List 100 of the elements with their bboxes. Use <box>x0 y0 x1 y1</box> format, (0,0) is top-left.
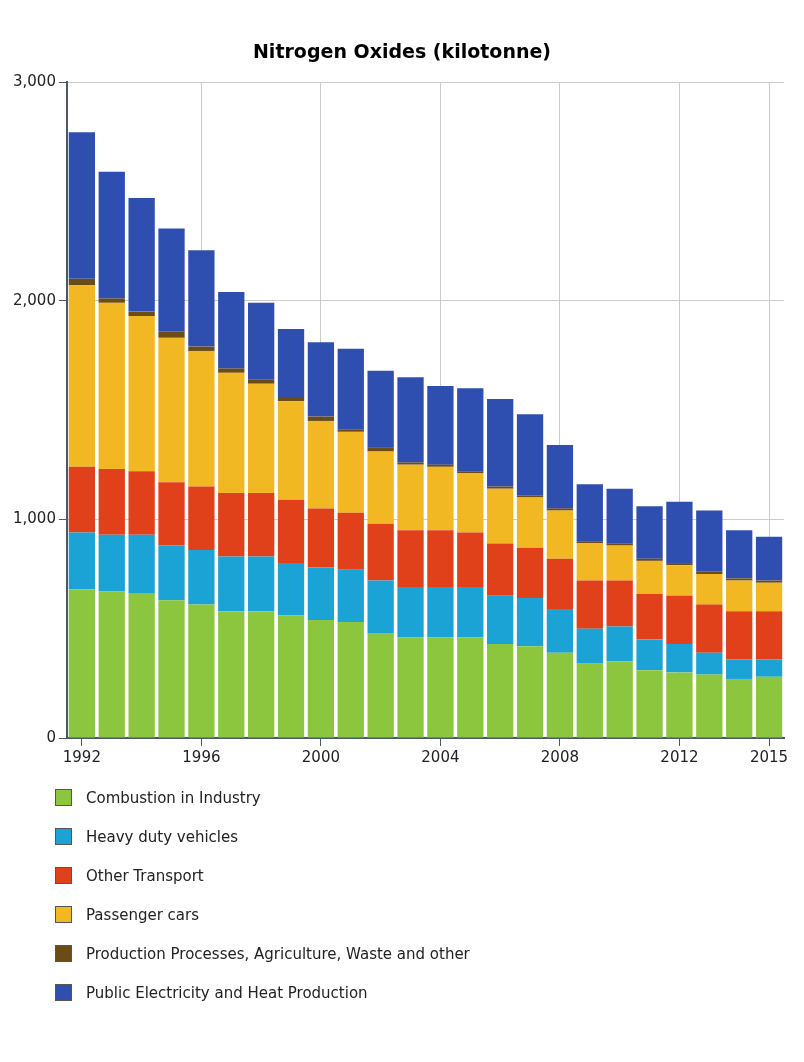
bar <box>397 637 424 738</box>
bar <box>726 530 753 579</box>
bar <box>427 530 454 588</box>
x-tick-label: 2012 <box>660 747 699 766</box>
bar <box>516 646 544 738</box>
bar <box>726 580 753 612</box>
legend-label: Combustion in Industry <box>86 788 261 807</box>
bar <box>68 278 96 286</box>
bar <box>427 637 454 738</box>
bar <box>755 580 783 583</box>
legend-label: Other Transport <box>86 866 204 885</box>
bar <box>576 580 603 629</box>
bar <box>128 197 155 312</box>
bar <box>696 652 723 675</box>
bar <box>337 431 364 513</box>
bar <box>755 659 783 677</box>
legend-label: Passenger cars <box>86 905 200 924</box>
bar <box>666 672 693 738</box>
bar <box>128 315 155 472</box>
bar <box>367 370 394 448</box>
bar <box>576 484 603 542</box>
bar <box>248 556 275 612</box>
bar <box>546 444 574 509</box>
bar <box>576 663 603 738</box>
bar <box>128 471 155 535</box>
bar <box>666 501 693 564</box>
bar <box>218 291 245 369</box>
bar <box>457 473 484 533</box>
bar <box>546 510 574 559</box>
bar <box>98 591 125 738</box>
bar <box>248 302 275 380</box>
x-tick-label: 2015 <box>749 747 789 766</box>
bar <box>427 466 454 531</box>
bar <box>98 302 125 470</box>
bar <box>696 604 723 653</box>
bar <box>277 615 305 738</box>
bar <box>606 543 633 546</box>
bar <box>487 643 514 738</box>
bar <box>367 447 394 452</box>
bar <box>128 593 155 738</box>
bar <box>277 401 305 500</box>
bar <box>188 486 215 550</box>
bar <box>726 659 753 679</box>
bar <box>188 549 215 605</box>
bar <box>188 346 215 351</box>
bar <box>158 545 185 601</box>
bar <box>337 622 364 738</box>
bar <box>487 399 514 487</box>
bar <box>68 532 96 590</box>
bar <box>337 569 364 623</box>
x-tick-label: 2008 <box>540 747 580 766</box>
bar <box>516 598 544 647</box>
bar <box>726 578 753 581</box>
bar <box>696 571 723 574</box>
bar <box>158 331 185 338</box>
x-tick-label: 2004 <box>421 747 460 766</box>
bar <box>128 534 155 594</box>
bar <box>307 567 335 620</box>
bar <box>128 311 155 316</box>
bar <box>397 377 424 463</box>
legend-label: Public Electricity and Heat Production <box>86 983 368 1002</box>
bar <box>337 429 364 432</box>
y-tick-label: 3,000 <box>12 71 56 90</box>
bar <box>606 580 633 627</box>
bar <box>666 643 693 673</box>
bar <box>277 329 305 397</box>
bar <box>546 652 574 738</box>
bar <box>248 383 275 494</box>
bar <box>98 171 125 299</box>
bar <box>218 556 245 612</box>
bar <box>158 228 185 332</box>
y-tick-label: 2,000 <box>12 290 56 309</box>
y-tick-label: 0 <box>46 727 56 746</box>
bar <box>68 285 96 467</box>
bar <box>307 416 335 421</box>
bar <box>68 466 96 533</box>
bar <box>576 541 603 544</box>
bar <box>516 414 544 496</box>
bar <box>427 385 454 465</box>
bar <box>516 547 544 599</box>
bar <box>636 560 663 594</box>
bar <box>606 545 633 581</box>
bar <box>248 493 275 557</box>
bar <box>606 488 633 544</box>
bar <box>98 469 125 535</box>
chart-title: Nitrogen Oxides (kilotonne) <box>251 40 552 64</box>
bar <box>427 464 454 467</box>
bar <box>367 451 394 524</box>
bar <box>307 508 335 568</box>
bar <box>457 471 484 474</box>
bar <box>726 678 753 738</box>
bar <box>487 488 514 544</box>
bar <box>188 250 215 347</box>
bar <box>218 368 245 373</box>
bar <box>606 626 633 662</box>
x-tick-label: 1992 <box>62 747 101 766</box>
bar <box>367 523 394 581</box>
bar <box>277 499 305 564</box>
bar <box>277 396 305 402</box>
bar <box>755 611 783 660</box>
